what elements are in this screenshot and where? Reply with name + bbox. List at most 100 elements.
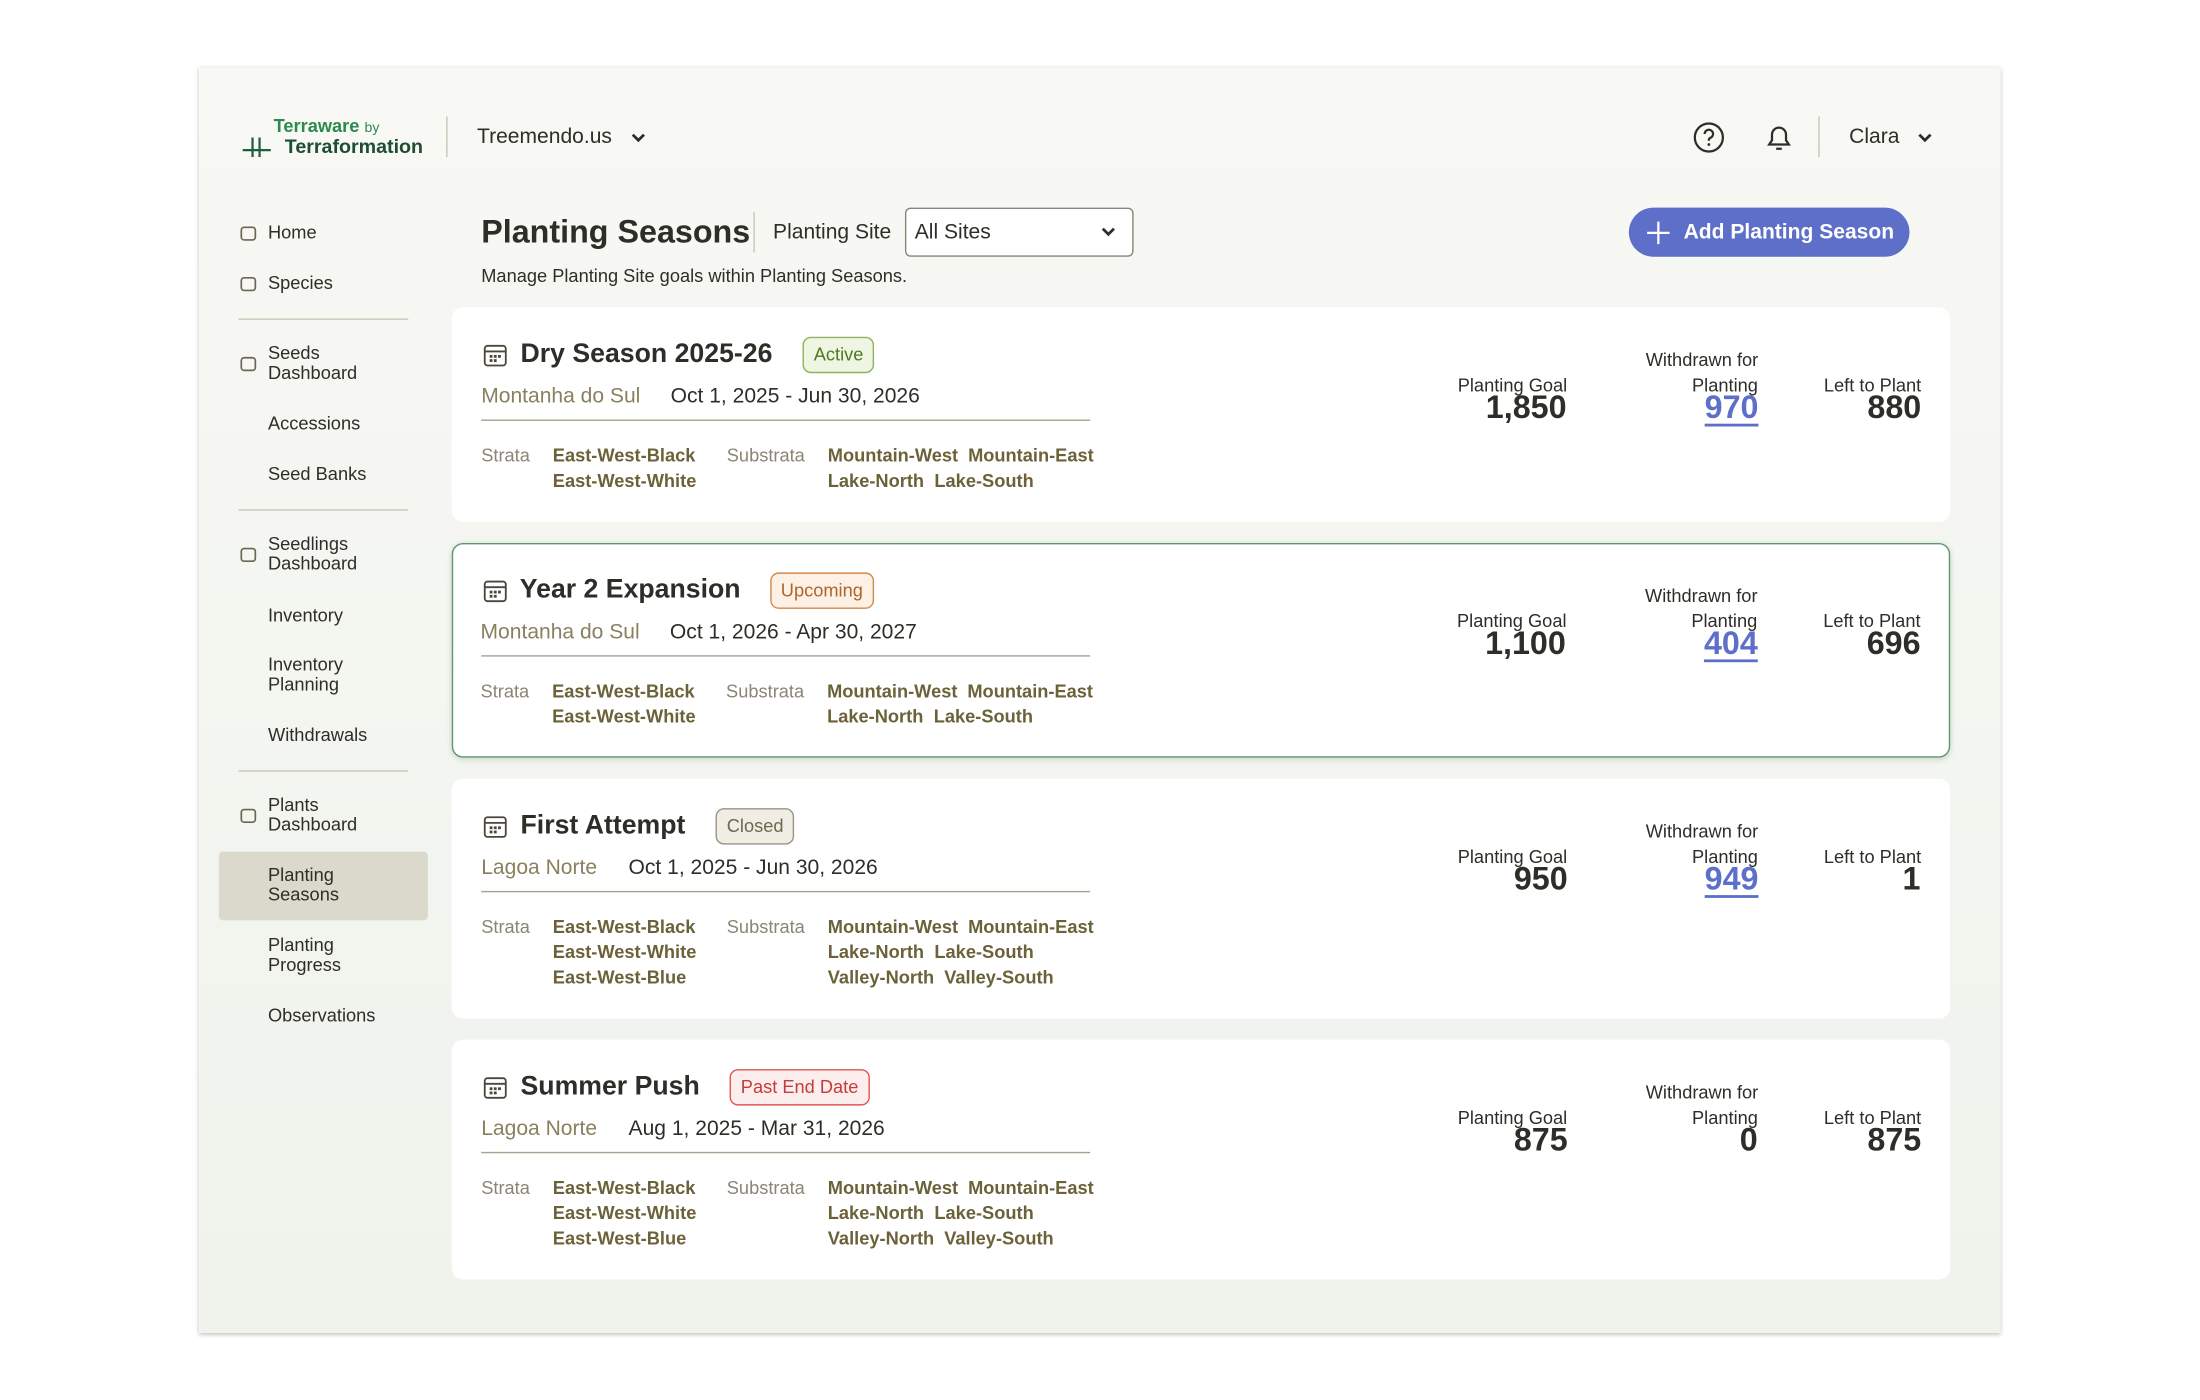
chevron bbox=[631, 133, 645, 143]
nav-icon bbox=[240, 276, 257, 292]
nav-item[interactable]: Seedlings Dashboard bbox=[267, 533, 358, 574]
stratum: East-West-Blue bbox=[552, 1227, 687, 1249]
nav-item[interactable]: Withdrawals bbox=[267, 723, 368, 745]
season-card[interactable]: Year 2 Expansion Upcoming Montanha do Sul O… bbox=[451, 542, 1951, 758]
season-name: Dry Season 2025-26 bbox=[520, 339, 773, 369]
nav-item[interactable]: Accessions bbox=[267, 412, 361, 434]
nav-item[interactable]: Inventory Planning bbox=[267, 653, 344, 695]
chevron bbox=[1101, 227, 1115, 237]
site-name: Montanha do Sul bbox=[481, 384, 641, 409]
nav-item[interactable]: Observations bbox=[267, 1004, 376, 1026]
season-card[interactable]: First Attempt Closed Lagoa Norte Oct 1, 202… bbox=[451, 778, 1951, 1019]
left-to-plant-value: 880 bbox=[1867, 388, 1922, 426]
substratum: Lake-South bbox=[934, 941, 1034, 963]
nav-icon bbox=[240, 808, 257, 823]
metric-label: Withdrawn for bbox=[1645, 584, 1758, 606]
season-name: Summer Push bbox=[520, 1071, 700, 1102]
nav-highlight bbox=[218, 851, 428, 921]
underline bbox=[481, 419, 1091, 421]
withdrawn-link[interactable]: 404 bbox=[1703, 623, 1758, 661]
add-button-label: Add Planting Season bbox=[1683, 220, 1895, 245]
metric-label: Withdrawn for bbox=[1645, 349, 1759, 371]
metric-label: Planting Goal bbox=[1457, 846, 1568, 868]
substratum: Mountain-West bbox=[827, 916, 959, 938]
page-title: Planting Seasons bbox=[481, 213, 751, 250]
withdrawn-link[interactable]: 970 bbox=[1704, 388, 1759, 426]
nav-divider bbox=[238, 318, 409, 320]
calendar-icon bbox=[483, 344, 507, 367]
site-name: Montanha do Sul bbox=[480, 619, 640, 644]
plus-icon bbox=[1647, 221, 1670, 245]
substrata-label: Substrata bbox=[726, 916, 805, 938]
planting-goal-value: 875 bbox=[1513, 1120, 1568, 1158]
help-icon[interactable] bbox=[1692, 121, 1726, 155]
substratum: Mountain-West bbox=[827, 1177, 959, 1199]
chevron bbox=[1918, 133, 1932, 143]
page-subtitle: Manage Planting Site goals within Planti… bbox=[481, 265, 908, 287]
substratum: Lake-North bbox=[827, 470, 925, 492]
nav-icon bbox=[240, 226, 257, 241]
substratum: Lake-North bbox=[827, 941, 925, 963]
nav-item[interactable]: Planting Seasons bbox=[267, 864, 339, 905]
stratum: East-West-White bbox=[552, 705, 696, 727]
status-badge: Past End Date bbox=[729, 1069, 870, 1106]
divider bbox=[446, 116, 448, 158]
planting-goal-value: 1,100 bbox=[1485, 623, 1566, 661]
logo-mark bbox=[242, 137, 271, 158]
stratum: East-West-White bbox=[552, 470, 697, 492]
substratum: Mountain-West bbox=[827, 679, 958, 701]
status-badge: Closed bbox=[715, 808, 795, 845]
planting-goal-value: 950 bbox=[1513, 860, 1568, 897]
withdrawn-link[interactable]: 949 bbox=[1704, 860, 1759, 897]
nav-icon bbox=[240, 547, 257, 563]
calendar-icon bbox=[483, 816, 507, 838]
nav-item[interactable]: Seeds Dashboard bbox=[267, 342, 358, 384]
metric-label: Planting bbox=[1691, 609, 1758, 631]
site-name: Lagoa Norte bbox=[481, 1116, 598, 1141]
underline bbox=[480, 654, 1090, 656]
season-dates: Oct 1, 2025 - Jun 30, 2026 bbox=[670, 384, 920, 409]
nav-item[interactable]: Planting Progress bbox=[267, 934, 341, 976]
substrata-label: Substrata bbox=[726, 1177, 805, 1199]
season-card[interactable]: Summer Push Past End Date Lagoa Norte Aug 1… bbox=[451, 1039, 1951, 1280]
filter-label: Planting Site bbox=[773, 220, 892, 245]
metric-label: Planting Goal bbox=[1457, 609, 1567, 631]
stratum: East-West-Black bbox=[552, 1177, 696, 1199]
select-value: All Sites bbox=[914, 220, 991, 245]
nav-item[interactable]: Seed Banks bbox=[267, 462, 367, 485]
stratum: East-West-Black bbox=[552, 679, 695, 701]
metric-label: Planting bbox=[1692, 374, 1758, 396]
metric-label: Left to Plant bbox=[1823, 846, 1922, 868]
brand: Terraware by bbox=[274, 115, 380, 136]
status-badge: Upcoming bbox=[769, 571, 875, 609]
nav-divider bbox=[238, 770, 409, 772]
substratum: Mountain-East bbox=[967, 679, 1094, 701]
substratum: Lake-North bbox=[827, 1202, 925, 1224]
nav-item[interactable]: Home bbox=[267, 221, 317, 243]
site-select[interactable] bbox=[904, 207, 1134, 257]
nav-item[interactable]: Inventory bbox=[267, 604, 344, 626]
season-name: First Attempt bbox=[520, 810, 686, 841]
stratum: East-West-Black bbox=[552, 916, 696, 938]
brand-name: Terraware bbox=[273, 115, 360, 137]
season-card[interactable]: Dry Season 2025-26 Active Montanha do Sul O… bbox=[451, 307, 1951, 522]
planting-goal-value: 1,850 bbox=[1485, 388, 1567, 426]
strata-label: Strata bbox=[481, 1177, 530, 1199]
metric-label: Planting Goal bbox=[1457, 374, 1568, 396]
metric-label: Planting bbox=[1692, 846, 1758, 868]
nav-item[interactable]: Species bbox=[267, 272, 333, 294]
calendar-icon bbox=[483, 1077, 507, 1099]
left-to-plant-value: 1 bbox=[1902, 860, 1921, 897]
substratum: Mountain-East bbox=[968, 444, 1094, 466]
season-dates: Oct 1, 2025 - Jun 30, 2026 bbox=[628, 855, 878, 880]
bell-icon[interactable] bbox=[1762, 121, 1796, 155]
strata-label: Strata bbox=[481, 444, 530, 466]
user-menu[interactable]: Clara bbox=[1849, 124, 1900, 149]
org-select[interactable]: Treemendo.us bbox=[477, 124, 612, 149]
add-button[interactable] bbox=[1628, 207, 1910, 257]
nav-item[interactable]: Plants Dashboard bbox=[267, 794, 358, 835]
nav-divider bbox=[238, 509, 409, 511]
substrata-label: Substrata bbox=[726, 444, 805, 466]
underline bbox=[481, 890, 1091, 893]
